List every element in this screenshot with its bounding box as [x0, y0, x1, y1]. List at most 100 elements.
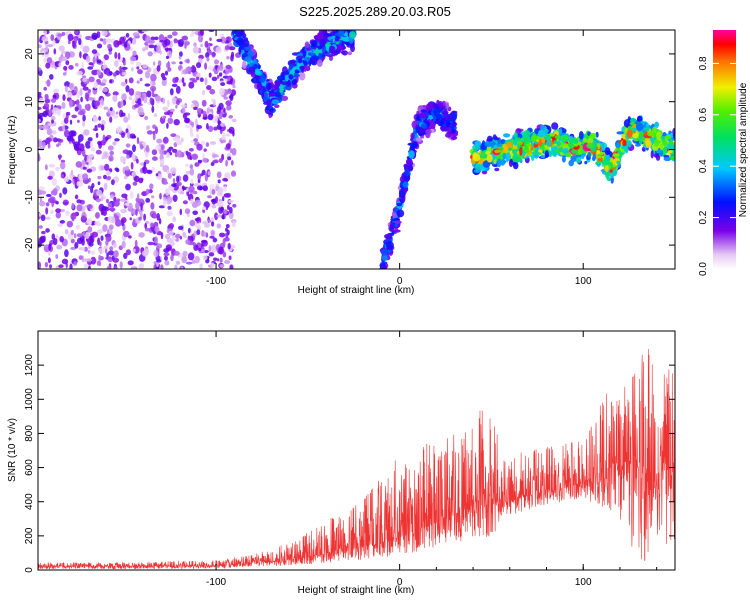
- heatmap-speck: [98, 141, 102, 149]
- heatmap-speck: [254, 74, 261, 80]
- heatmap-speck: [140, 202, 143, 211]
- heatmap-speck: [616, 131, 624, 135]
- heatmap-speck: [87, 250, 91, 254]
- heatmap-speck: [111, 179, 115, 186]
- heatmap-speck: [329, 45, 336, 55]
- heatmap-speck: [144, 83, 151, 87]
- heatmap-speck: [173, 119, 180, 126]
- heatmap-speck: [348, 20, 352, 26]
- heatmap-speck: [43, 57, 48, 63]
- heatmap-speck: [138, 263, 143, 269]
- heatmap-speck: [81, 247, 86, 251]
- heatmap-speck: [620, 145, 628, 150]
- heatmap-speck: [202, 220, 208, 225]
- heatmap-speck: [51, 115, 56, 121]
- heatmap-speck: [242, 39, 250, 48]
- heatmap-speck: [121, 66, 128, 70]
- heatmap-speck: [226, 56, 230, 60]
- heatmap-speck: [209, 184, 215, 190]
- heatmap-speck: [530, 134, 537, 142]
- heatmap-speck: [56, 143, 60, 148]
- heatmap-speck: [182, 250, 188, 257]
- heatmap-speck: [130, 47, 133, 51]
- heatmap-speck: [98, 247, 105, 254]
- heatmap-speck: [81, 159, 86, 166]
- heatmap-speck: [111, 216, 116, 224]
- heatmap-speck: [641, 146, 646, 152]
- heatmap-speck: [114, 138, 120, 142]
- heatmap-speck: [113, 266, 118, 269]
- heatmap-speck: [160, 158, 165, 166]
- heatmap-speck: [217, 179, 221, 184]
- heatmap-speck: [68, 65, 74, 70]
- heatmap-speck: [485, 150, 491, 155]
- heatmap-speck: [154, 236, 159, 244]
- heatmap-speck: [291, 80, 297, 85]
- heatmap-speck: [550, 133, 555, 137]
- heatmap-speck: [188, 185, 195, 193]
- heatmap-speck: [663, 156, 672, 162]
- heatmap-speck: [58, 45, 65, 52]
- heatmap-speck: [165, 62, 171, 69]
- heatmap-speck: [182, 200, 188, 205]
- heatmap-speck: [132, 144, 136, 153]
- heatmap-speck: [212, 160, 219, 164]
- heatmap-speck: [481, 170, 488, 175]
- heatmap-speck: [616, 160, 621, 165]
- heatmap-speck: [220, 82, 226, 86]
- heatmap-speck: [653, 139, 660, 147]
- heatmap-speck: [49, 74, 54, 80]
- heatmap-speck: [187, 227, 191, 234]
- heatmap-speck: [425, 103, 432, 112]
- heatmap-speck: [415, 137, 423, 142]
- heatmap-speck: [169, 88, 174, 96]
- heatmap-speck: [210, 230, 215, 237]
- heatmap-speck: [669, 138, 673, 147]
- heatmap-speck: [147, 241, 154, 246]
- heatmap-speck: [152, 124, 157, 129]
- heatmap-speck: [538, 138, 542, 147]
- heatmap-speck: [231, 147, 237, 156]
- heatmap-speck: [216, 38, 223, 43]
- heatmap-speck: [167, 67, 172, 72]
- heatmap-speck: [196, 143, 203, 151]
- heatmap-speck: [311, 42, 316, 48]
- heatmap-speck: [126, 154, 130, 159]
- heatmap-speck: [538, 129, 545, 138]
- heatmap-speck: [45, 207, 49, 215]
- heatmap-speck: [75, 62, 79, 67]
- heatmap-speck: [330, 38, 334, 44]
- heatmap-speck: [228, 199, 234, 204]
- heatmap-speck: [62, 94, 66, 101]
- heatmap-speck: [304, 41, 310, 49]
- heatmap-speck: [92, 128, 99, 132]
- heatmap-speck: [103, 245, 109, 250]
- heatmap-speck: [148, 44, 155, 49]
- heatmap-speck: [86, 165, 90, 170]
- heatmap-speck: [105, 170, 111, 176]
- heatmap-speck: [557, 141, 562, 147]
- heatmap-speck: [38, 212, 42, 217]
- heatmap-speck: [105, 38, 112, 44]
- heatmap-speck: [232, 203, 237, 208]
- heatmap-speck: [136, 80, 140, 84]
- heatmap-speck: [162, 106, 169, 112]
- heatmap-speck: [201, 109, 204, 114]
- heatmap-speck: [128, 88, 135, 96]
- heatmap-speck: [408, 150, 415, 159]
- heatmap-speck: [229, 93, 234, 102]
- heatmap-speck: [187, 152, 192, 160]
- heatmap-speck: [551, 122, 559, 130]
- heatmap-speck: [191, 121, 195, 128]
- heatmap-speck: [58, 154, 62, 161]
- heatmap-speck: [135, 201, 140, 210]
- heatmap-speck: [138, 177, 144, 184]
- heatmap-speck: [152, 132, 156, 141]
- heatmap-speck: [188, 148, 194, 152]
- heatmap-speck: [52, 188, 58, 196]
- heatmap-speck: [264, 92, 268, 100]
- heatmap-speck: [52, 94, 57, 99]
- heatmap-speck: [75, 225, 81, 230]
- x-tick-label: 0: [397, 577, 403, 588]
